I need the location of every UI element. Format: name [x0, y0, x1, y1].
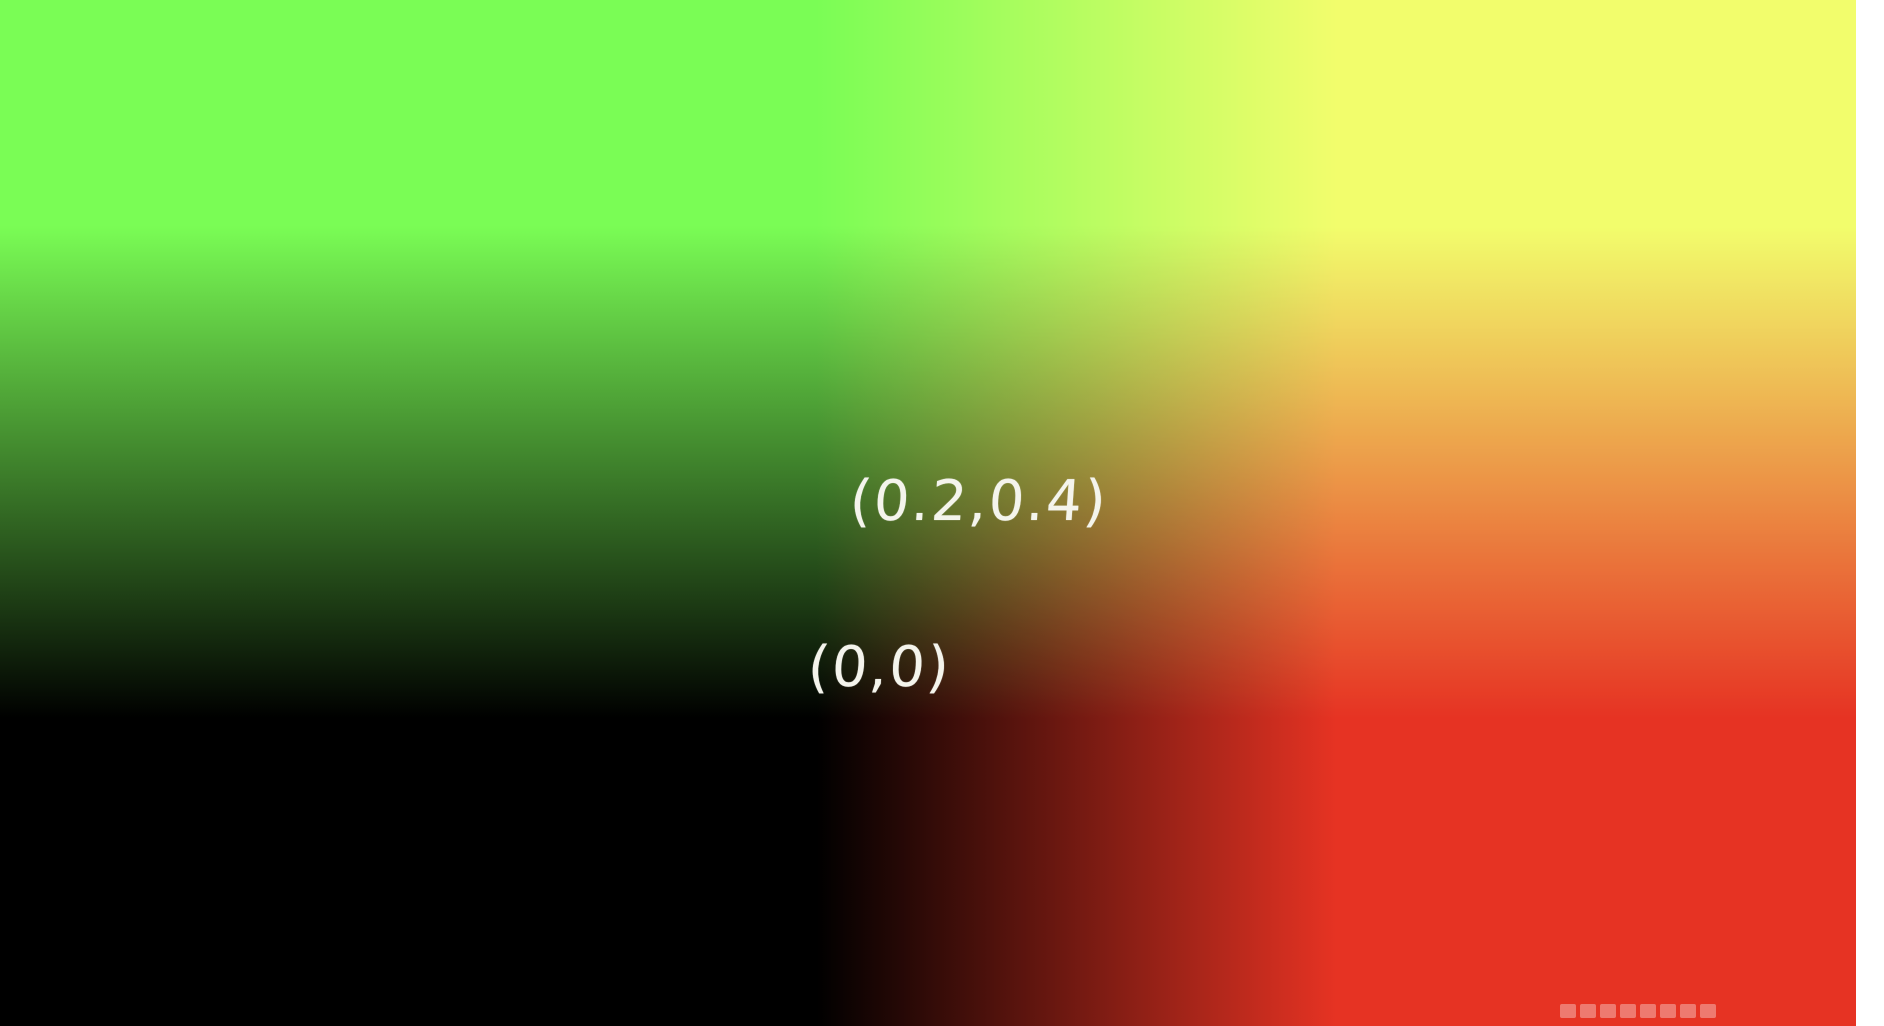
coordinate-label-lower: (0,0) — [805, 635, 954, 700]
watermark — [1560, 1004, 1860, 1026]
coordinate-label-upper: (0.2,0.4) — [847, 469, 1110, 534]
